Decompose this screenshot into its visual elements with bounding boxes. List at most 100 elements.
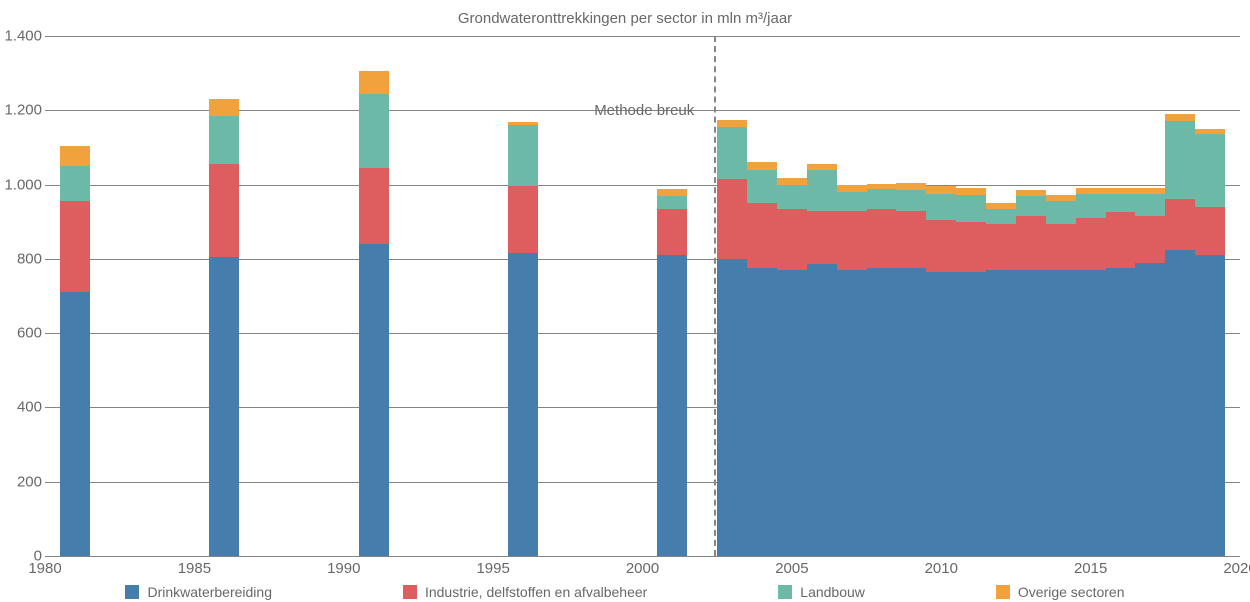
y-tick-label: 600 <box>2 325 42 342</box>
bar-segment-land <box>926 194 956 220</box>
legend: Drinkwaterbereiding Industrie, delfstoffe… <box>0 584 1250 600</box>
legend-swatch <box>996 585 1010 599</box>
bar-segment-land <box>1135 194 1165 216</box>
bar-segment-land <box>837 192 867 211</box>
bar-segment-indust <box>1046 224 1076 270</box>
bar-segment-drink <box>1076 270 1106 556</box>
bar-segment-drink <box>1106 268 1136 556</box>
bar-segment-land <box>359 94 389 168</box>
bar-segment-drink <box>60 292 90 556</box>
x-tick-label: 1985 <box>178 560 211 577</box>
bar-segment-overig <box>867 184 897 190</box>
bar-segment-indust <box>926 220 956 272</box>
bar-segment-land <box>747 170 777 203</box>
bar-segment-land <box>657 196 687 209</box>
legend-item-overig: Overige sectoren <box>996 584 1125 600</box>
x-tick-label: 1980 <box>28 560 61 577</box>
bar-segment-indust <box>1165 199 1195 249</box>
legend-label: Overige sectoren <box>1018 584 1125 600</box>
legend-swatch <box>778 585 792 599</box>
bar-segment-overig <box>209 99 239 116</box>
bar <box>60 36 90 556</box>
bar-segment-drink <box>986 270 1016 556</box>
bar-segment-overig <box>926 186 956 193</box>
bar-segment-drink <box>1016 270 1046 556</box>
bar-segment-indust <box>807 211 837 265</box>
bar <box>209 36 239 556</box>
bar-segment-overig <box>1016 190 1046 196</box>
bar-segment-indust <box>209 164 239 257</box>
legend-item-indust: Industrie, delfstoffen en afvalbeheer <box>403 584 647 600</box>
bar <box>986 36 1016 556</box>
bar-segment-overig <box>657 189 687 196</box>
bar-segment-indust <box>508 186 538 253</box>
bar-segment-land <box>60 166 90 201</box>
x-tick-label: 1990 <box>327 560 360 577</box>
bar <box>926 36 956 556</box>
bar-segment-land <box>1016 196 1046 216</box>
bar-segment-indust <box>986 224 1016 270</box>
legend-swatch <box>125 585 139 599</box>
bar <box>1016 36 1046 556</box>
x-tick-label: 2000 <box>626 560 659 577</box>
bar-segment-land <box>896 190 926 210</box>
bar-segment-drink <box>1046 270 1076 556</box>
bar-segment-overig <box>717 120 747 127</box>
bar-segment-drink <box>747 268 777 556</box>
bar-segment-land <box>1195 134 1225 206</box>
bar-segment-drink <box>209 257 239 556</box>
bar-segment-land <box>807 170 837 211</box>
y-tick-label: 200 <box>2 473 42 490</box>
bar-segment-overig <box>777 178 807 185</box>
bar-segment-land <box>1046 201 1076 224</box>
bar-segment-overig <box>1165 114 1195 121</box>
bar-segment-overig <box>508 122 538 125</box>
y-tick-label: 400 <box>2 399 42 416</box>
x-tick-label: 2015 <box>1074 560 1107 577</box>
bar-segment-overig <box>837 185 867 192</box>
bar-segment-land <box>1165 121 1195 199</box>
bar-segment-overig <box>60 146 90 166</box>
bar-segment-land <box>1106 194 1136 213</box>
x-tick-label: 2020 <box>1223 560 1250 577</box>
bar <box>777 36 807 556</box>
gridline <box>45 556 1240 557</box>
legend-label: Industrie, delfstoffen en afvalbeheer <box>425 584 647 600</box>
legend-label: Drinkwaterbereiding <box>147 584 272 600</box>
bar <box>1106 36 1136 556</box>
bar-segment-indust <box>1016 216 1046 270</box>
bar <box>508 36 538 556</box>
bar-segment-overig <box>807 164 837 170</box>
bar-segment-indust <box>837 211 867 270</box>
bar-segment-drink <box>508 253 538 556</box>
bar-segment-indust <box>717 179 747 259</box>
bar-segment-indust <box>867 209 897 268</box>
bar-segment-drink <box>956 272 986 556</box>
bar <box>896 36 926 556</box>
bar-segment-indust <box>1076 218 1106 270</box>
bar-segment-overig <box>1135 188 1165 194</box>
bar <box>717 36 747 556</box>
bar-segment-indust <box>1135 216 1165 262</box>
bar-segment-land <box>986 209 1016 224</box>
bar-segment-drink <box>837 270 867 556</box>
bar <box>1076 36 1106 556</box>
x-tick-label: 1995 <box>476 560 509 577</box>
x-tick-label: 2005 <box>775 560 808 577</box>
legend-label: Landbouw <box>800 584 865 600</box>
y-tick-label: 1.000 <box>2 176 42 193</box>
bar-segment-indust <box>1195 207 1225 255</box>
legend-swatch <box>403 585 417 599</box>
bar <box>1135 36 1165 556</box>
y-tick-label: 1.400 <box>2 28 42 45</box>
bar-segment-indust <box>896 211 926 269</box>
bar <box>837 36 867 556</box>
bar-segment-indust <box>956 222 986 272</box>
bar-segment-land <box>508 125 538 186</box>
bar-segment-drink <box>1195 255 1225 556</box>
bar-segment-drink <box>717 259 747 556</box>
bar-segment-overig <box>896 183 926 190</box>
bar-segment-land <box>956 195 986 222</box>
bar <box>747 36 777 556</box>
bar-segment-drink <box>359 244 389 556</box>
